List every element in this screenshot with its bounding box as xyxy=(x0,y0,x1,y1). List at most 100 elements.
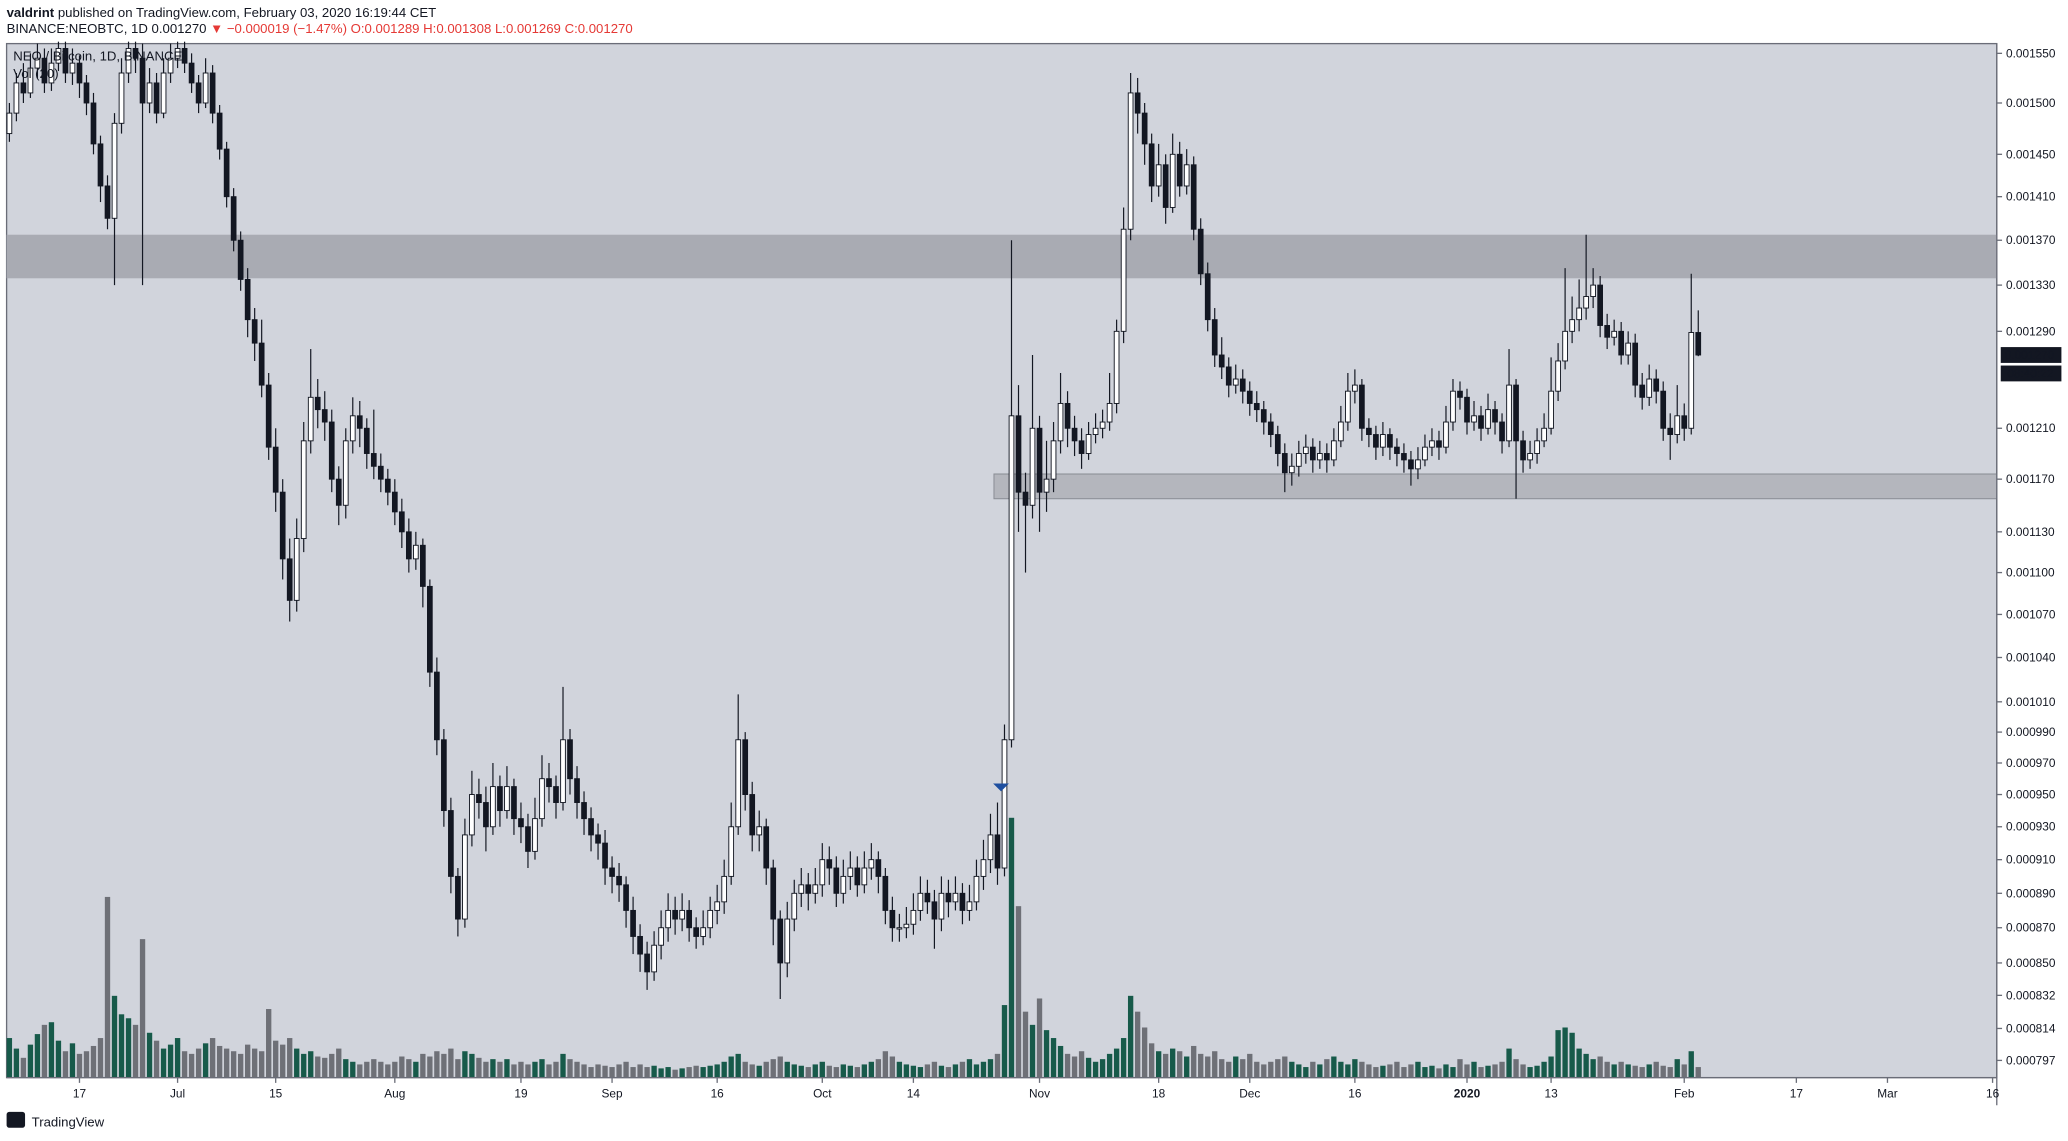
volume-bar xyxy=(1057,1045,1064,1078)
candle-body xyxy=(581,802,587,820)
volume-bar xyxy=(336,1048,342,1078)
candle-body xyxy=(1359,384,1365,429)
x-tick-label: 19 xyxy=(514,1086,528,1100)
footer-brand: TradingView xyxy=(32,1114,105,1129)
candle-body xyxy=(1695,332,1702,356)
volume-bar xyxy=(1660,1065,1666,1078)
volume-bar xyxy=(644,1067,650,1078)
candle-body xyxy=(434,671,440,741)
candle-body xyxy=(1211,319,1218,356)
candle-body xyxy=(1008,415,1015,741)
volume-bar xyxy=(1345,1064,1351,1078)
volume-bar xyxy=(1583,1053,1589,1078)
candle-body xyxy=(1120,228,1127,332)
candle-body xyxy=(1492,409,1498,423)
volume-bar xyxy=(791,1064,797,1078)
volume-bar xyxy=(847,1065,853,1078)
volume-bar xyxy=(41,1024,48,1078)
volume-bar xyxy=(539,1059,545,1078)
y-tick-label: 0.001100 xyxy=(2006,566,2055,580)
volume-bar xyxy=(266,1009,272,1078)
volume-bar xyxy=(406,1059,412,1078)
candle-body xyxy=(167,57,174,74)
candle-body xyxy=(1506,384,1512,442)
candle-body xyxy=(784,918,791,964)
candle-body xyxy=(1674,415,1681,436)
candle-body xyxy=(427,585,433,673)
volume-bar xyxy=(889,1056,896,1078)
candle-body xyxy=(861,867,868,886)
candle-body xyxy=(1113,330,1120,404)
candle-body xyxy=(1604,325,1610,338)
candle-body xyxy=(714,901,721,911)
candle-body xyxy=(132,48,139,59)
volume-bar xyxy=(1078,1051,1085,1078)
volume-bar xyxy=(616,1064,622,1078)
candle-body xyxy=(735,739,742,828)
candle-body xyxy=(377,465,384,480)
candle-body xyxy=(258,342,265,386)
volume-bar xyxy=(195,1048,202,1078)
y-tick-label: 0.001450 xyxy=(2006,147,2056,161)
candle-body xyxy=(763,826,770,869)
candle-body xyxy=(1232,378,1239,386)
candle-body xyxy=(48,62,55,84)
candle-body xyxy=(1204,273,1211,321)
volume-bar xyxy=(728,1056,734,1078)
volume-bar xyxy=(1653,1061,1659,1078)
candle-body xyxy=(181,48,188,64)
candle-body xyxy=(1246,390,1253,404)
volume-bar xyxy=(1113,1048,1120,1078)
x-tick-label: 13 xyxy=(1544,1086,1558,1100)
volume-bar xyxy=(1429,1065,1435,1078)
volume-bar xyxy=(364,1061,370,1078)
y-tick-label: 0.001330 xyxy=(2006,278,2056,292)
candle-body xyxy=(637,935,643,955)
volume-bar xyxy=(1464,1064,1470,1078)
volume-bar xyxy=(861,1064,867,1078)
volume-bar xyxy=(1394,1061,1400,1078)
volume-bar xyxy=(160,1048,167,1078)
volume-bar xyxy=(560,1053,566,1078)
candle-body xyxy=(251,319,258,344)
volume-bar xyxy=(1513,1059,1519,1078)
volume-bar xyxy=(350,1061,356,1078)
volume-bar xyxy=(1646,1064,1652,1078)
volume-bar xyxy=(448,1048,454,1078)
candle-body xyxy=(1597,284,1603,326)
candle-body xyxy=(616,875,622,886)
x-tick-label: 14 xyxy=(907,1086,921,1100)
candle-body xyxy=(209,72,216,114)
legend-volume: Vol (20) xyxy=(13,66,58,81)
volume-bar xyxy=(1170,1048,1176,1078)
volume-bar xyxy=(259,1051,265,1078)
volume-bar xyxy=(13,1048,20,1078)
candle-body xyxy=(1043,478,1050,493)
logo-icon xyxy=(6,1111,26,1128)
candle-body xyxy=(398,511,405,533)
volume-bar xyxy=(826,1065,832,1078)
candle-body xyxy=(609,867,615,877)
y-tick-label: 0.000870 xyxy=(2006,921,2056,935)
volume-bar xyxy=(90,1045,97,1078)
volume-bar xyxy=(966,1059,973,1078)
volume-bar xyxy=(658,1068,664,1078)
y-tick-label: 0.000910 xyxy=(2006,853,2056,867)
candle-body xyxy=(41,57,48,84)
candle-body xyxy=(1688,332,1695,429)
x-tick-label: Mar xyxy=(1877,1086,1897,1100)
volume-bar xyxy=(504,1059,510,1078)
volume-bar xyxy=(868,1061,875,1078)
candle-body xyxy=(651,944,657,973)
x-tick-label: Sep xyxy=(602,1086,624,1100)
candle-body xyxy=(602,842,608,869)
candle-body xyxy=(847,867,854,877)
volume-bar xyxy=(1092,1061,1099,1078)
volume-bar xyxy=(511,1064,517,1078)
volume-bar xyxy=(1534,1065,1540,1078)
volume-bar xyxy=(1590,1059,1596,1078)
candle-body xyxy=(1611,330,1618,338)
volume-bar xyxy=(917,1067,924,1078)
volume-bar xyxy=(273,1040,279,1078)
y-tick-label: 0.001130 xyxy=(2006,525,2055,539)
